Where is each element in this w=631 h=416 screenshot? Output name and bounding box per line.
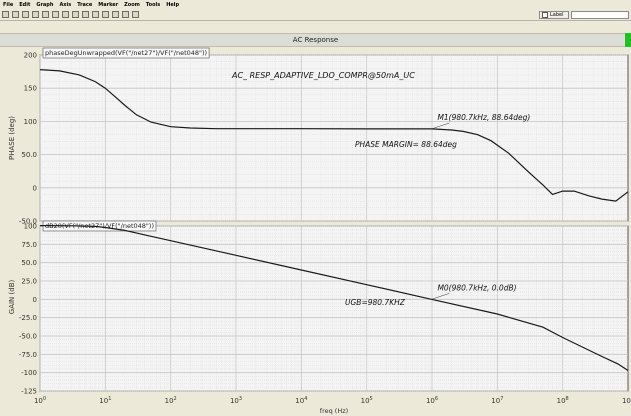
pan-icon[interactable] bbox=[92, 11, 99, 18]
layout-icon[interactable] bbox=[52, 11, 59, 18]
print-icon[interactable] bbox=[2, 11, 9, 18]
y-tick-label: 25.0 bbox=[21, 278, 37, 286]
status-tab[interactable] bbox=[625, 33, 631, 47]
plot-background bbox=[39, 54, 629, 222]
series-line[interactable] bbox=[39, 69, 629, 202]
y-tick-label: -50.0 bbox=[19, 218, 37, 226]
series-line[interactable] bbox=[39, 225, 629, 372]
label-input[interactable] bbox=[571, 11, 629, 19]
menu-item-edit[interactable]: Edit bbox=[19, 1, 31, 8]
x-tick-label: 102 bbox=[165, 396, 177, 405]
marker-icon[interactable] bbox=[102, 11, 109, 18]
ugb-annotation: UGB=980.7KHZ bbox=[345, 298, 406, 307]
chart-title: AC_ RESP_ADAPTIVE_LDO_COMPR@50mA_UC bbox=[231, 71, 415, 80]
menu-item-marker[interactable]: Marker bbox=[98, 1, 119, 8]
trace-label-box bbox=[42, 47, 210, 59]
x-tick-label: 107 bbox=[491, 396, 503, 405]
checkbox-icon[interactable] bbox=[542, 12, 548, 18]
x-tick-label: 108 bbox=[557, 396, 569, 405]
cursor-icon[interactable] bbox=[112, 11, 119, 18]
trace-label[interactable]: dB20(VF("/net27")/VF("/net048")) bbox=[45, 222, 154, 230]
y-tick-label: 0 bbox=[33, 296, 37, 304]
y-tick-label: 50.0 bbox=[21, 259, 37, 267]
menu-item-file[interactable]: File bbox=[3, 1, 14, 8]
marker-leader bbox=[431, 122, 450, 130]
y-axis-label: PHASE (deg) bbox=[8, 116, 16, 160]
marker-label[interactable]: M0(980.7kHz, 0.0dB) bbox=[437, 283, 516, 292]
menu-item-tools[interactable]: Tools bbox=[145, 1, 161, 8]
y-tick-label: -25.0 bbox=[19, 314, 37, 322]
delta-icon[interactable] bbox=[122, 11, 129, 18]
chart-panel-2: -125 -100 -75.0 -50.0 -25.0 0 25.0 50.0 75.0 100 G… bbox=[8, 220, 629, 396]
grid-icon[interactable] bbox=[22, 11, 29, 18]
chart-panel-1: -50.0 0 50.0 100 150 200 PHASE (deg) phaseDegUn… bbox=[8, 47, 629, 226]
menu-item-help[interactable]: Help bbox=[166, 1, 180, 8]
marker-label[interactable]: M1(980.7kHz, 88.64deg) bbox=[437, 113, 530, 122]
y-tick-label: 100 bbox=[24, 223, 37, 231]
label-checkbox-text: Label bbox=[550, 12, 564, 18]
undo-icon[interactable] bbox=[12, 11, 19, 18]
y-tick-label: 75.0 bbox=[21, 241, 37, 249]
trace-icon[interactable] bbox=[132, 11, 139, 18]
subwindow-icon[interactable] bbox=[42, 11, 49, 18]
y-tick-label: 150 bbox=[24, 85, 37, 93]
x-tick-label: 105 bbox=[361, 396, 373, 405]
y-tick-label: 50.0 bbox=[21, 151, 37, 159]
strip-icon[interactable] bbox=[32, 11, 39, 18]
menu-item-axis[interactable]: Axis bbox=[59, 1, 72, 8]
menu-item-trace[interactable]: Trace bbox=[77, 1, 93, 8]
marker-leader bbox=[431, 293, 450, 300]
menu-item-zoom[interactable]: Zoom bbox=[124, 1, 140, 8]
x-tick-label: 103 bbox=[230, 396, 242, 405]
y-tick-label: -100 bbox=[21, 369, 37, 377]
y-tick-label: -125 bbox=[21, 388, 37, 396]
trace-label[interactable]: phaseDegUnwrapped(VF("/net27")/VF("/net0… bbox=[45, 49, 207, 57]
toolbar: Label bbox=[0, 9, 631, 21]
y-tick-label: -75.0 bbox=[19, 351, 37, 359]
y-axis-label: GAIN (dB) bbox=[8, 280, 16, 315]
y-tick-label: 0 bbox=[33, 184, 37, 192]
x-tick-label: 104 bbox=[295, 396, 307, 405]
zoom-out-icon[interactable] bbox=[82, 11, 89, 18]
y-tick-label: -50.0 bbox=[19, 333, 37, 341]
plot-background bbox=[39, 225, 629, 392]
menu-bar: File Edit Graph Axis Trace Marker Zoom Tools Hel… bbox=[0, 0, 631, 9]
zoom-fit-icon[interactable] bbox=[62, 11, 69, 18]
x-axis-label: freq (Hz) bbox=[320, 407, 348, 415]
x-tick-label: 101 bbox=[99, 396, 111, 405]
y-tick-label: 100 bbox=[24, 118, 37, 126]
x-tick-label: 100 bbox=[34, 396, 46, 405]
x-tick-label: 109 bbox=[622, 396, 631, 405]
zoom-in-icon[interactable] bbox=[72, 11, 79, 18]
menu-item-graph[interactable]: Graph bbox=[36, 1, 54, 8]
y-tick-label: 200 bbox=[24, 52, 37, 60]
window-title: AC Response bbox=[0, 33, 631, 47]
label-checkbox[interactable]: Label bbox=[539, 11, 569, 19]
x-tick-label: 106 bbox=[426, 396, 438, 405]
phase-margin-annotation: PHASE MARGIN= 88.64deg bbox=[355, 140, 457, 149]
